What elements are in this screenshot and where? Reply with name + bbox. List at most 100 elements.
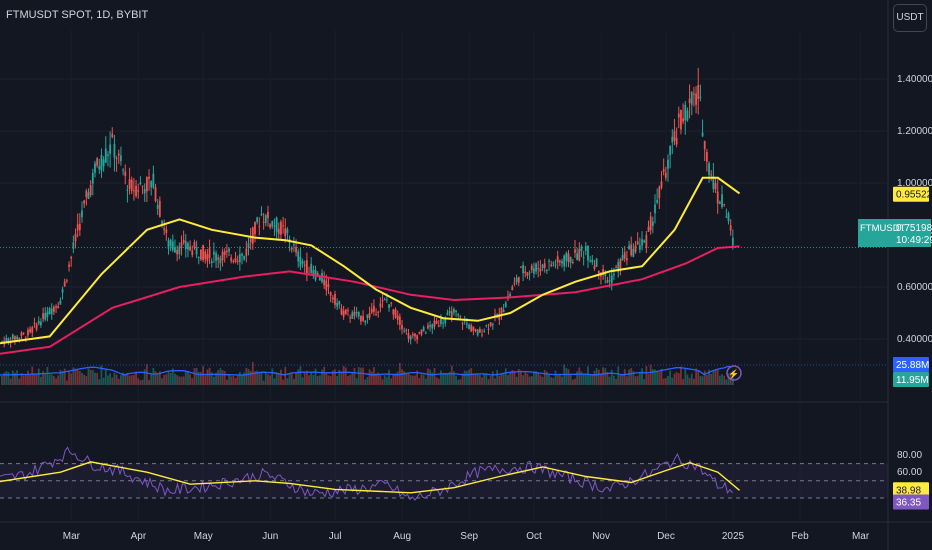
candle-body: [353, 311, 356, 316]
volume-bar: [597, 369, 600, 385]
candle-body: [405, 329, 408, 331]
candle-body: [429, 324, 432, 327]
candle-body: [52, 306, 55, 312]
volume-bar: [314, 368, 317, 385]
currency-button[interactable]: USDT: [893, 4, 927, 32]
volume-bar: [258, 372, 261, 385]
candle-body: [74, 233, 77, 242]
candle-body: [561, 261, 563, 264]
candle-body: [392, 309, 395, 315]
candle-body: [381, 300, 384, 302]
candle-body: [450, 311, 453, 320]
candle-body: [708, 163, 710, 175]
volume-bar: [269, 375, 272, 385]
volume-bar: [664, 378, 667, 385]
volume-bar: [628, 369, 630, 385]
candle-body: [606, 280, 609, 283]
volume-bar: [310, 371, 313, 385]
volume-bar: [336, 375, 339, 385]
time-tick-label: Jul: [329, 531, 342, 542]
price-tick-label: 1.40000: [897, 74, 932, 85]
volume-bar: [370, 371, 373, 385]
volume-bar: [693, 378, 695, 385]
candle-body: [70, 256, 73, 259]
volume-bar: [24, 374, 27, 385]
volume-bar: [16, 370, 19, 385]
candle-body: [63, 281, 66, 287]
volume-bar: [558, 374, 561, 385]
candle-body: [398, 316, 401, 325]
volume-bar: [630, 368, 633, 385]
candle-body: [16, 336, 19, 340]
volume-bar: [537, 372, 540, 385]
volume-bar: [61, 371, 64, 385]
volume-bar: [489, 375, 492, 385]
volume-bar: [178, 376, 181, 385]
candle-body: [44, 312, 47, 320]
volume-bar: [42, 371, 44, 385]
volume-bar: [695, 368, 697, 385]
candle-body: [478, 328, 481, 333]
volume-bar: [476, 373, 479, 385]
volume-bar: [613, 375, 615, 385]
volume-bar: [491, 371, 494, 385]
volume-bar: [459, 379, 462, 385]
candle-body: [502, 310, 505, 313]
volume-bar: [191, 378, 194, 385]
volume-bar: [394, 373, 397, 385]
volume-bar: [143, 369, 146, 385]
candle-body: [78, 223, 81, 231]
volume-bar: [59, 369, 62, 385]
candle-body: [716, 191, 719, 204]
volume-bar: [29, 374, 32, 385]
volume-bar: [401, 369, 403, 385]
volume-bar: [437, 378, 440, 385]
candle-body: [245, 248, 248, 256]
volume-bar: [232, 375, 235, 385]
candle-body: [481, 334, 483, 336]
candle-body: [414, 333, 416, 337]
candle-body: [591, 259, 594, 263]
volume-bar: [712, 370, 715, 385]
volume-bar: [163, 374, 166, 385]
candle-body: [442, 322, 444, 324]
candle-body: [373, 305, 375, 312]
candle-body: [500, 307, 503, 315]
volume-bar: [381, 379, 384, 385]
candle-body: [305, 260, 308, 273]
volume-bar: [65, 380, 68, 385]
volume-bar: [11, 370, 14, 385]
candle-body: [537, 267, 540, 269]
volume-bar: [303, 372, 306, 385]
candle-body: [42, 313, 44, 319]
volume-bar: [487, 379, 490, 385]
candle-body: [158, 200, 161, 217]
candle-body: [117, 153, 120, 156]
volume-bar: [293, 379, 295, 385]
volume-bar: [416, 370, 419, 385]
candle-body: [385, 299, 388, 301]
volume-bar: [533, 371, 535, 385]
candle-body: [370, 308, 373, 313]
volume-bar: [658, 371, 661, 385]
time-tick-label: Dec: [657, 531, 675, 542]
volume-bar: [567, 369, 570, 385]
volume-bar: [323, 366, 326, 385]
volume-bar: [286, 378, 289, 385]
candle-body: [705, 152, 708, 162]
volume-bar: [31, 366, 34, 385]
candle-body: [461, 323, 464, 325]
volume-bar: [225, 379, 228, 385]
rsi-ma-value: 38.98: [896, 485, 921, 496]
volume-bar: [513, 370, 516, 385]
volume-bar: [221, 370, 224, 385]
volume-bar: [40, 376, 42, 385]
volume-bar: [576, 371, 579, 385]
candle-body: [355, 312, 358, 314]
volume-bar: [656, 370, 659, 385]
volume-bar: [705, 374, 708, 385]
volume-bar: [3, 372, 6, 385]
candle-body: [98, 165, 101, 170]
candle-body: [563, 255, 566, 267]
